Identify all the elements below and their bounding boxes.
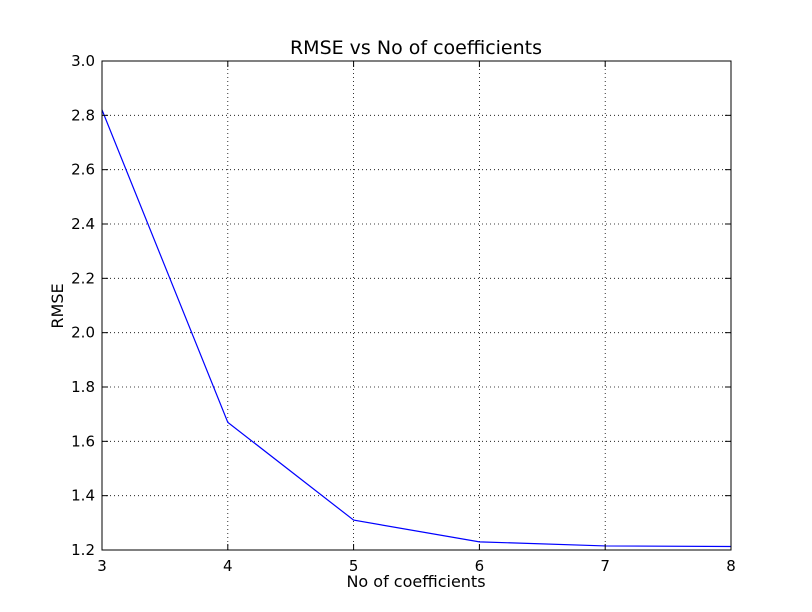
ticks: 3 4 5 6 7 8 1.2 1.4 1.6 1.8 2.0 2.2 2.4 2.6 2.8 3.0 xyxy=(71,52,736,575)
y-tick-label: 1.6 xyxy=(71,432,95,450)
x-tick-label: 8 xyxy=(726,557,736,575)
y-tick-label: 1.2 xyxy=(71,541,95,559)
x-tick-label: 7 xyxy=(600,557,610,575)
y-tick-label: 3.0 xyxy=(71,52,95,70)
x-tick-label: 5 xyxy=(349,557,359,575)
y-tick-label: 2.0 xyxy=(71,324,95,342)
grid xyxy=(102,61,731,550)
series-line xyxy=(101,109,732,548)
y-tick-label: 2.6 xyxy=(71,161,95,179)
x-axis-label: No of coefficients xyxy=(346,572,485,591)
y-tick-label: 1.4 xyxy=(71,487,95,505)
y-tick-label: 2.2 xyxy=(71,269,95,287)
y-tick-label: 2.8 xyxy=(71,106,95,124)
y-tick-label: 1.8 xyxy=(71,378,95,396)
x-tick-label: 6 xyxy=(475,557,485,575)
x-tick-label: 4 xyxy=(223,557,233,575)
plot-frame xyxy=(101,60,732,551)
chart-title: RMSE vs No of coefficients xyxy=(290,37,542,59)
y-tick-label: 2.4 xyxy=(71,215,95,233)
x-tick-label: 3 xyxy=(97,557,107,575)
y-axis-label: RMSE xyxy=(48,283,67,328)
series-layer xyxy=(101,109,732,548)
